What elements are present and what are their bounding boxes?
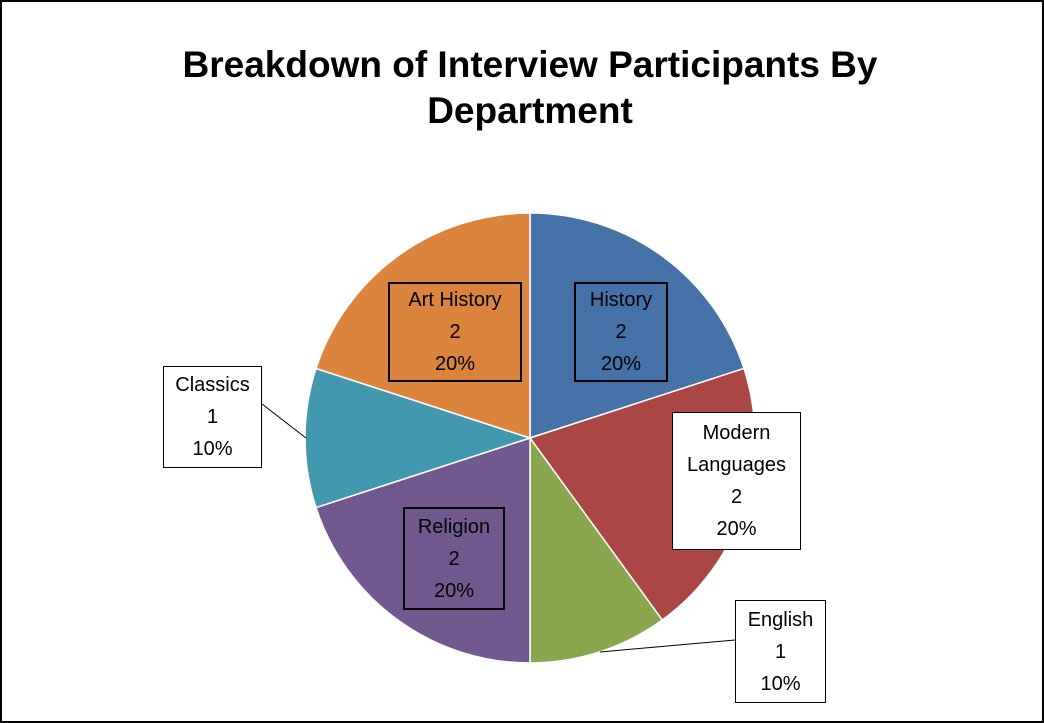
label-count: 2: [448, 547, 460, 570]
label-name: Classics: [175, 374, 250, 396]
label-percent: 20%: [433, 579, 475, 602]
label-count: 2: [730, 486, 743, 508]
pie-slice: [304, 367, 533, 509]
label-name: Religion: [417, 515, 491, 538]
label-percent: 20%: [600, 353, 642, 375]
pie-slice: [315, 436, 531, 664]
data-label: Religion 2 20%: [403, 507, 505, 610]
leader-line: [599, 639, 736, 653]
label-name: Art History: [408, 289, 502, 311]
chart-title: Breakdown of Interview Participants By D…: [182, 44, 878, 131]
data-label: Modern Languages 2 20%: [672, 412, 801, 550]
leader-line: [261, 403, 307, 439]
label-count: 1: [774, 640, 787, 663]
label-percent: 20%: [434, 353, 476, 375]
data-label: Classics 1 10%: [163, 366, 262, 468]
label-count: 2: [615, 321, 627, 343]
pie-slice: [529, 435, 664, 664]
label-percent: 20%: [716, 518, 757, 540]
label-name: History: [589, 289, 653, 311]
label-count: 2: [449, 321, 461, 343]
data-label: English 1 10%: [735, 600, 826, 703]
label-name: Modern Languages: [687, 422, 786, 476]
data-label: History 2 20%: [574, 282, 668, 382]
label-percent: 10%: [192, 438, 233, 460]
label-percent: 10%: [760, 672, 801, 695]
label-count: 1: [206, 406, 219, 428]
label-name: English: [747, 608, 814, 631]
data-label: Art History 2 20%: [388, 282, 522, 382]
